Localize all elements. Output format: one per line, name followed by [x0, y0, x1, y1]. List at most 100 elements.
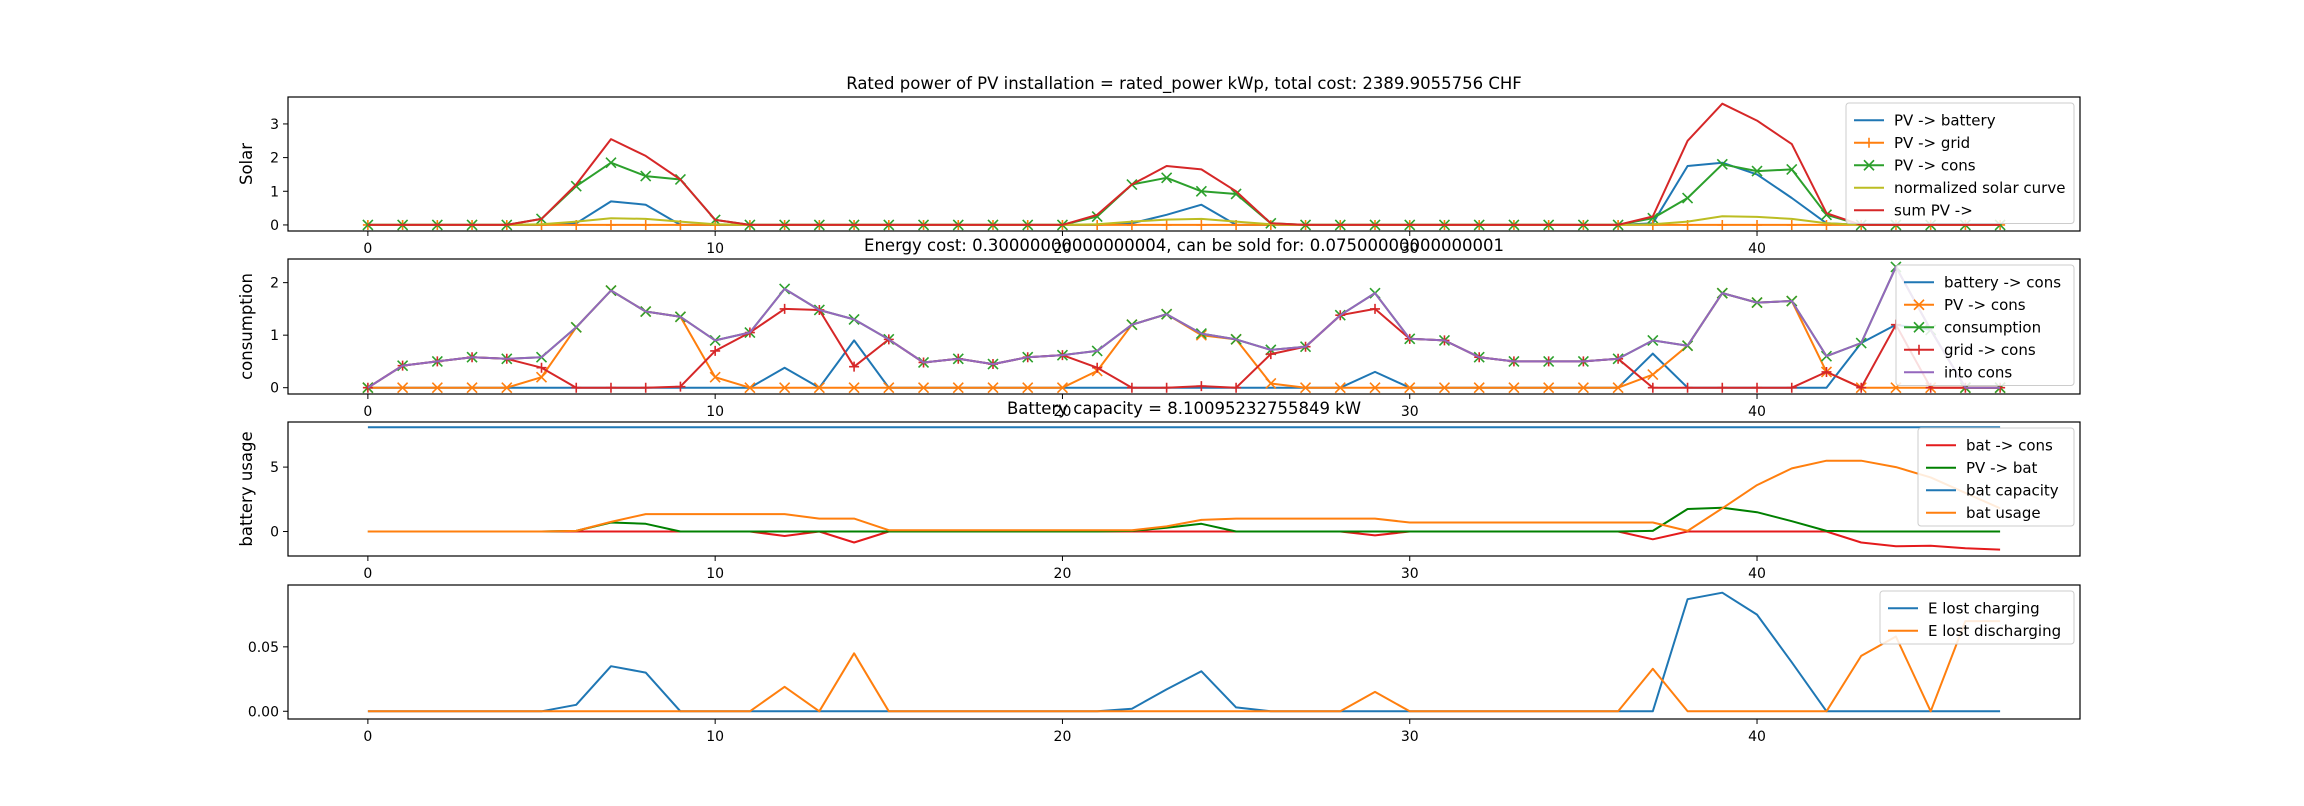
series-line-4-2	[367, 620, 2001, 713]
series-line-2-3	[367, 265, 2001, 389]
y-tick-label: 0	[270, 525, 279, 541]
data-point-marker	[1786, 163, 1798, 175]
x-tick-label: 40	[1748, 241, 1766, 257]
x-tick-label: 40	[1748, 566, 1766, 582]
legend-entry: PV -> bat	[1966, 459, 2038, 477]
legend-box	[1917, 427, 2075, 527]
data-point-marker	[1196, 219, 1207, 230]
legend-entry: bat capacity	[1966, 481, 2059, 499]
legend-entry: PV -> cons	[1894, 156, 1976, 174]
legend-marker	[1913, 299, 1925, 311]
legend: battery -> cons PV -> cons consumption grid…	[1895, 264, 2075, 386]
data-point-marker	[571, 382, 582, 393]
plot-area	[367, 426, 2001, 551]
data-point-marker	[1682, 382, 1693, 393]
series-line-1-4	[367, 215, 2001, 226]
data-point-marker	[1126, 382, 1137, 393]
data-point-marker	[362, 219, 374, 231]
legend-entry: consumption	[1944, 318, 2041, 336]
series-line-2-5	[367, 265, 2001, 389]
x-tick-label: 30	[1401, 566, 1419, 582]
data-point-marker	[883, 382, 895, 394]
x-tick-label: 0	[363, 241, 372, 257]
legend-entry: E lost discharging	[1928, 622, 2061, 640]
data-point-marker	[710, 345, 721, 356]
data-point-marker	[1022, 382, 1034, 394]
data-point-marker	[1682, 192, 1694, 204]
x-tick-label: 20	[1054, 241, 1072, 257]
data-point-marker	[952, 382, 964, 394]
plot-area	[367, 591, 2001, 713]
data-point-marker	[605, 157, 617, 169]
data-point-marker	[1647, 212, 1659, 224]
legend-marker	[1864, 137, 1874, 148]
series-line-4-1	[367, 591, 2001, 713]
x-tick-label: 10	[706, 241, 724, 257]
data-point-marker	[1369, 382, 1381, 394]
data-point-marker	[1786, 219, 1797, 230]
data-point-marker	[535, 371, 548, 383]
data-point-marker	[1161, 382, 1172, 393]
data-point-marker	[813, 382, 825, 394]
subplot-4: 0 10 20 30 40 0.00 0.05 E lost charging E lost d…	[248, 584, 2081, 745]
data-point-marker	[1438, 382, 1451, 394]
x-tick-label: 20	[1054, 404, 1072, 420]
x-tick-label: 30	[1401, 729, 1419, 745]
data-point-marker	[1751, 165, 1763, 177]
data-point-marker	[1752, 382, 1763, 393]
x-tick-label: 10	[706, 566, 724, 582]
data-point-marker	[744, 382, 756, 394]
data-point-marker	[362, 382, 373, 393]
legend-entry: normalized solar curve	[1894, 179, 2065, 197]
series-line-2-4	[367, 307, 2001, 389]
subplot-title: Battery capacity = 8.10095232755849 kW	[1007, 399, 1361, 418]
data-point-marker	[1299, 382, 1312, 394]
data-point-marker	[1612, 382, 1624, 394]
plot-area	[362, 261, 2006, 394]
data-point-marker	[640, 382, 651, 393]
y-tick-label: 5	[270, 460, 279, 476]
legend-entry: PV -> cons	[1944, 296, 2026, 314]
data-point-marker	[1473, 382, 1485, 394]
y-tick-label: 0.00	[248, 704, 279, 720]
data-point-marker	[1577, 382, 1589, 394]
legend-marker	[1913, 321, 1925, 333]
data-point-marker	[431, 382, 443, 394]
x-tick-label: 10	[706, 729, 724, 745]
data-point-marker	[570, 180, 582, 192]
subplot-title: Energy cost: 0.30000000000000004, can be…	[864, 236, 1504, 255]
data-point-marker	[1231, 382, 1242, 393]
data-point-marker	[1196, 381, 1207, 392]
y-axis-label: Solar	[237, 143, 256, 185]
legend-entry: grid -> cons	[1944, 341, 2036, 359]
y-tick-label: 3	[270, 117, 279, 133]
data-point-marker	[1265, 377, 1277, 390]
legend-entry: PV -> battery	[1894, 111, 1996, 129]
data-point-marker	[1334, 382, 1346, 394]
y-axis-label: consumption	[237, 273, 256, 380]
data-point-marker	[1856, 382, 1867, 393]
data-point-marker	[536, 362, 547, 373]
data-point-marker	[779, 303, 790, 314]
data-point-marker	[1752, 219, 1763, 230]
legend-entry: PV -> grid	[1894, 134, 1970, 152]
series-line-3-4	[367, 459, 2001, 533]
data-point-marker	[1508, 382, 1520, 394]
legend-entry: sum PV ->	[1894, 201, 1973, 219]
data-point-marker	[1056, 382, 1069, 394]
y-axis-label: battery usage	[237, 431, 256, 546]
data-point-marker	[1716, 158, 1728, 170]
y-tick-label: 1	[270, 184, 279, 200]
data-point-marker	[917, 382, 930, 394]
data-point-marker	[1647, 368, 1659, 381]
legend-marker	[1914, 344, 1924, 355]
series-line-1-3	[367, 161, 2001, 226]
series-line-2-1	[367, 323, 2001, 389]
data-point-marker	[1161, 172, 1173, 184]
data-point-marker	[709, 371, 721, 383]
legend-marker	[1863, 159, 1875, 171]
data-point-marker	[640, 219, 651, 230]
x-tick-label: 20	[1054, 566, 1072, 582]
legend: E lost charging E lost discharging	[1879, 590, 2075, 645]
